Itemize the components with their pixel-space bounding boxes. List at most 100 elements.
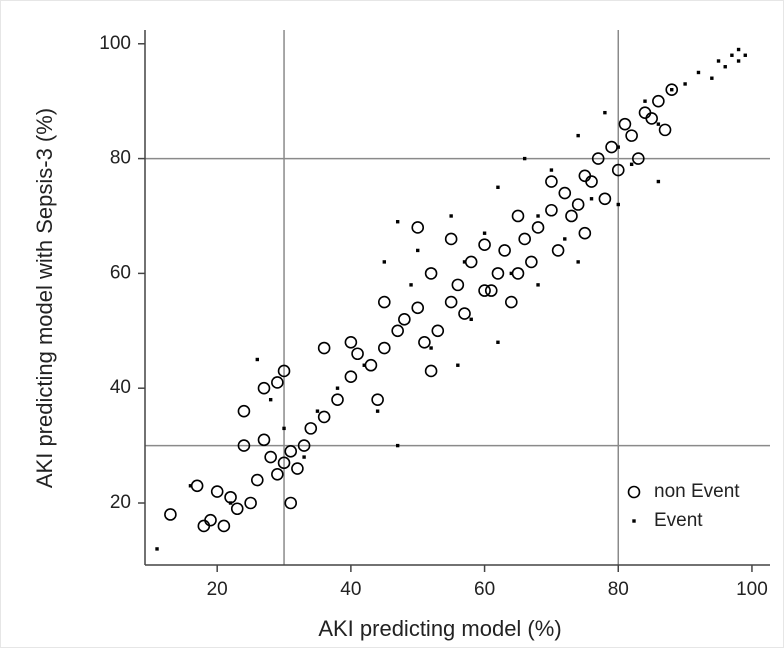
point	[444, 232, 458, 246]
point	[456, 363, 460, 367]
point	[424, 364, 438, 378]
point	[625, 129, 638, 142]
point	[411, 301, 425, 315]
point	[302, 455, 306, 459]
point	[743, 53, 747, 57]
point	[563, 237, 567, 241]
point	[382, 260, 387, 264]
y-tick-label: 20	[110, 492, 131, 513]
point	[378, 295, 391, 309]
point	[395, 443, 400, 448]
point	[257, 381, 271, 395]
point	[505, 295, 518, 309]
point	[351, 347, 364, 361]
point	[536, 214, 540, 218]
point	[665, 83, 679, 96]
y-tick-label: 80	[110, 148, 131, 169]
point	[237, 439, 251, 452]
point	[525, 255, 538, 269]
point	[291, 462, 304, 475]
point	[643, 99, 647, 103]
point	[284, 496, 298, 510]
point	[656, 179, 661, 184]
point	[344, 335, 358, 349]
point	[264, 450, 277, 464]
point	[498, 244, 511, 257]
point	[255, 357, 259, 362]
point	[277, 364, 291, 378]
point	[629, 162, 634, 167]
point	[531, 221, 545, 234]
point	[424, 267, 438, 280]
point	[645, 112, 658, 125]
point	[431, 324, 445, 338]
point	[710, 76, 714, 80]
point	[371, 393, 384, 406]
point	[591, 152, 605, 165]
point	[511, 209, 525, 223]
point	[297, 439, 311, 452]
point	[378, 341, 391, 355]
point	[611, 163, 625, 177]
x-tick-label: 60	[474, 579, 495, 600]
point	[230, 502, 244, 516]
point	[598, 192, 612, 206]
point	[730, 53, 734, 57]
point	[398, 313, 411, 326]
point	[683, 82, 687, 86]
point	[656, 122, 661, 126]
point	[277, 456, 291, 470]
point	[545, 203, 558, 217]
point	[571, 198, 585, 211]
point	[237, 404, 251, 418]
x-tick-label: 80	[608, 579, 629, 600]
point	[416, 248, 420, 253]
point	[589, 197, 594, 201]
point	[484, 284, 498, 297]
point	[188, 484, 193, 488]
point	[716, 59, 721, 63]
x-tick-label: 100	[736, 579, 768, 600]
point	[578, 226, 592, 240]
point	[469, 317, 473, 322]
point	[670, 87, 674, 92]
point	[736, 47, 741, 52]
point	[375, 409, 380, 413]
point	[284, 445, 298, 458]
point	[551, 244, 565, 257]
point	[317, 410, 331, 424]
point	[616, 145, 620, 149]
point	[536, 283, 540, 287]
point	[429, 346, 433, 350]
point	[518, 232, 531, 246]
point	[257, 433, 271, 447]
point	[603, 110, 607, 115]
point	[164, 508, 177, 521]
point	[304, 422, 318, 435]
point	[632, 152, 645, 165]
point	[509, 271, 514, 276]
point	[204, 513, 217, 527]
point	[576, 260, 580, 264]
point	[217, 519, 231, 533]
point	[411, 221, 425, 234]
point	[478, 284, 491, 297]
point	[315, 409, 320, 413]
point	[282, 426, 286, 431]
point	[449, 214, 453, 218]
legend-text: non Event	[654, 481, 740, 502]
point	[652, 94, 665, 108]
point	[344, 370, 358, 384]
point	[565, 209, 578, 223]
point	[409, 283, 413, 287]
point	[496, 185, 500, 189]
point	[210, 485, 224, 498]
point	[585, 175, 598, 188]
point	[658, 123, 672, 137]
point	[545, 175, 558, 188]
y-tick-label: 60	[110, 262, 131, 283]
point	[558, 186, 572, 200]
y-tick-label: 40	[110, 377, 131, 398]
